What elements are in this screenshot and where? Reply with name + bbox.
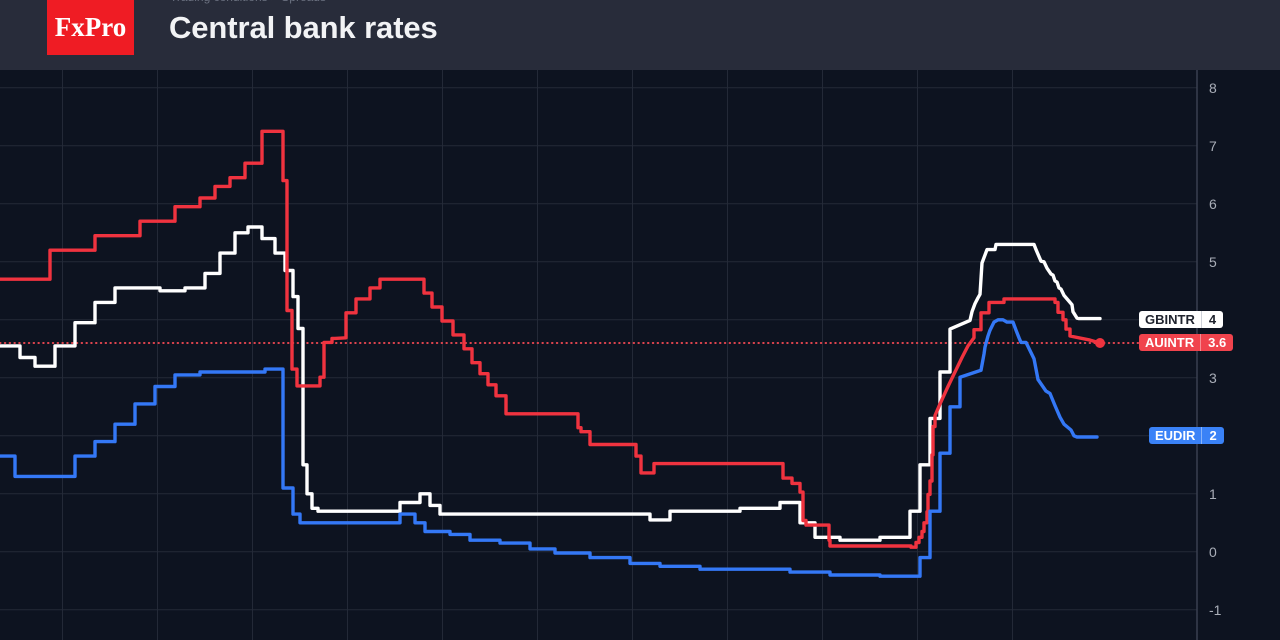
svg-text:-1: -1	[1209, 602, 1222, 618]
svg-text:8: 8	[1209, 80, 1217, 96]
svg-text:0: 0	[1209, 544, 1217, 560]
svg-text:5: 5	[1209, 254, 1217, 270]
svg-text:7: 7	[1209, 138, 1217, 154]
svg-text:1: 1	[1209, 486, 1217, 502]
svg-text:3: 3	[1209, 370, 1217, 386]
svg-text:6: 6	[1209, 196, 1217, 212]
